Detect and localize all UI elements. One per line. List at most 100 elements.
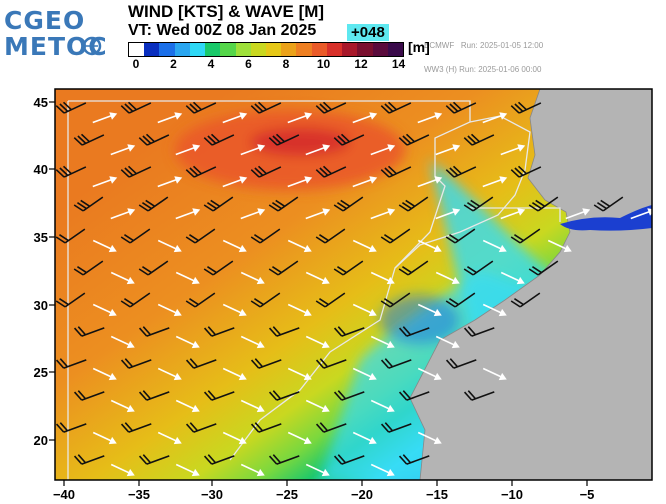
- wind-barb: [315, 101, 347, 114]
- wave-direction-arrow: [287, 239, 312, 253]
- wave-direction-arrow: [435, 144, 461, 156]
- wave-direction-arrow: [222, 367, 247, 381]
- legend-tick-label: 0: [132, 57, 140, 71]
- legend-swatch: [129, 43, 145, 56]
- land-mass: [409, 89, 652, 480]
- wave-direction-arrow: [417, 176, 443, 188]
- wind-barb: [445, 165, 477, 178]
- wave-direction-arrow: [352, 112, 378, 124]
- wind-barb: [268, 260, 299, 276]
- wind-barb: [510, 101, 542, 114]
- wave-direction-arrow: [305, 271, 330, 285]
- wave-direction-arrow: [305, 144, 331, 156]
- legend-swatch: [326, 43, 343, 56]
- lon-label: −5: [580, 487, 595, 502]
- legend-swatch: [357, 43, 373, 56]
- wave-direction-arrow: [157, 303, 182, 317]
- wave-direction-arrow: [157, 239, 182, 253]
- wave-direction-arrow: [92, 367, 117, 381]
- lat-label: 30: [34, 298, 48, 313]
- map-frame: [54, 88, 653, 481]
- wave-direction-arrow: [92, 112, 118, 124]
- wave-direction-arrow: [240, 271, 265, 285]
- globe-icon: [82, 36, 102, 56]
- wave-direction-arrow: [222, 239, 247, 253]
- map-axes: −40 −35 −30 −25 −20 −15 −10 −5 45 40 35 30 25 20: [34, 95, 595, 502]
- wave-direction-arrow: [110, 335, 135, 349]
- wind-barb: [185, 165, 217, 178]
- lon-label: −35: [128, 487, 150, 502]
- legend-tick-label: 6: [245, 57, 252, 71]
- wind-barb: [138, 454, 170, 465]
- wind-barb: [203, 133, 235, 146]
- legend-tick-label: 8: [282, 57, 290, 71]
- lat-label: 20: [34, 433, 48, 448]
- wind-barb: [380, 358, 412, 369]
- wind-barb: [55, 358, 87, 369]
- legend-swatch: [174, 43, 190, 56]
- wind-barb: [120, 422, 152, 433]
- wave-direction-arrow: [287, 112, 313, 124]
- wind-barb: [380, 101, 412, 114]
- wave-direction-arrow: [305, 399, 330, 413]
- wind-barb: [185, 422, 217, 433]
- wave-direction-arrow: [482, 112, 508, 124]
- wind-barb: [398, 454, 430, 465]
- wave-direction-arrow: [482, 176, 508, 188]
- wind-barb: [268, 390, 300, 401]
- wave-direction-arrow: [92, 239, 117, 253]
- wave-direction-arrow: [482, 239, 507, 253]
- legend-tick-label: 4: [207, 57, 215, 71]
- legend-swatch: [342, 43, 358, 56]
- wind-barb: [55, 165, 87, 178]
- wind-barb: [203, 196, 234, 212]
- legend-unit: [m]: [408, 39, 430, 55]
- wave-direction-arrow: [352, 176, 378, 188]
- lon-label: −40: [53, 487, 75, 502]
- legend-tick-label: 12: [354, 57, 368, 71]
- wind-barb: [120, 292, 151, 308]
- lon-label: −30: [201, 487, 223, 502]
- wind-barb: [445, 292, 476, 308]
- wave-direction-arrow: [175, 463, 200, 477]
- wind-barb: [398, 390, 430, 401]
- wind-barb: [463, 390, 495, 401]
- wind-barb: [315, 358, 347, 369]
- wind-barb: [593, 196, 624, 212]
- valid-time: VT: Wed 00Z 08 Jan 2025: [128, 22, 317, 39]
- lon-label: −15: [426, 487, 448, 502]
- lat-label: 45: [34, 95, 48, 110]
- legend-swatch: [159, 43, 175, 56]
- wave-direction-arrow: [240, 208, 266, 220]
- wind-barb: [380, 422, 412, 433]
- wave-direction-arrow: [305, 335, 330, 349]
- legend-swatch: [311, 43, 327, 56]
- wind-barb: [138, 390, 170, 401]
- wind-barb: [463, 133, 495, 146]
- wave-direction-arrow: [240, 144, 266, 156]
- wind-barb: [73, 133, 105, 146]
- wind-barb: [250, 292, 281, 308]
- legend-swatch: [189, 43, 206, 56]
- wind-barb: [510, 165, 542, 178]
- wind-barb: [55, 228, 86, 244]
- wind-barb: [250, 422, 282, 433]
- wave-direction-arrow: [500, 208, 526, 220]
- wave-direction-arrow: [110, 144, 136, 156]
- wind-barb: [250, 358, 282, 369]
- strait-waters: [560, 205, 652, 231]
- wave-direction-arrow: [175, 271, 200, 285]
- wave-direction-arrow: [370, 335, 395, 349]
- wave-direction-arrow: [435, 271, 460, 285]
- wave-direction-arrow: [175, 399, 200, 413]
- legend-colorbar: [128, 42, 404, 57]
- wave-direction-arrow: [222, 303, 247, 317]
- lon-label: −25: [276, 487, 298, 502]
- wave-direction-arrow: [417, 303, 442, 317]
- lat-label: 35: [34, 230, 48, 245]
- wind-barb: [445, 228, 476, 244]
- logo-line-1: CGEO: [4, 6, 86, 35]
- wind-barb: [185, 101, 217, 114]
- wind-barb: [203, 390, 235, 401]
- wind-barb: [528, 196, 559, 212]
